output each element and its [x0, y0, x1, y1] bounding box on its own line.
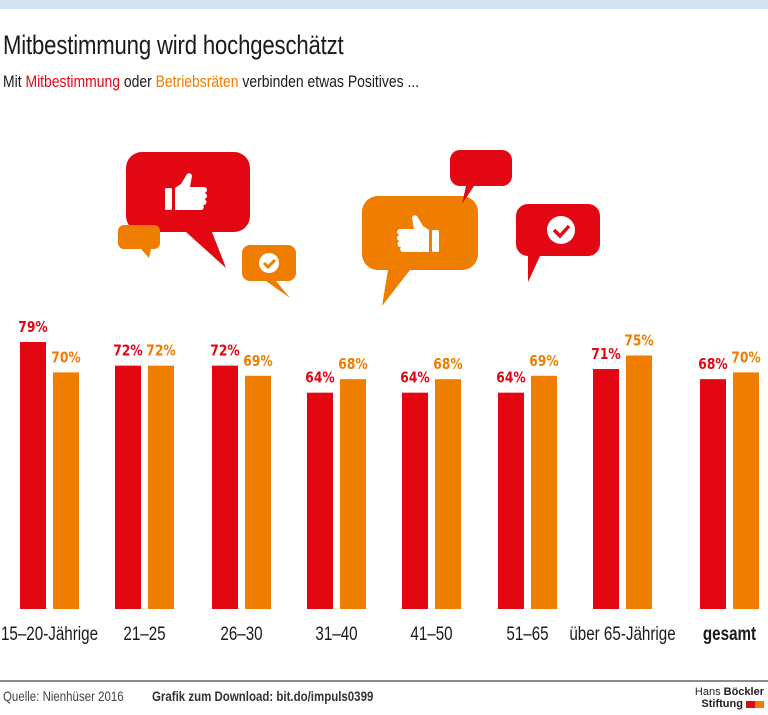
value-label: 64%	[496, 370, 526, 387]
chart-title: Mitbestimmung wird hochgeschätzt	[3, 30, 344, 60]
category-label: 31–40	[315, 622, 357, 644]
speech-bubble-thumbs-up-icon	[126, 152, 250, 268]
logo-boeckler: Böckler	[723, 686, 764, 698]
bar-betriebsraete	[531, 375, 557, 609]
value-label: 64%	[400, 370, 430, 387]
legend-mitbestimmung: Mitbestimmung	[25, 72, 120, 91]
footer-divider	[0, 680, 768, 682]
bar-mitbestimmung	[307, 392, 333, 609]
logo-mark-orange	[755, 700, 764, 708]
value-labels-layer: 79%70% 72% 72% 72%69%64%68%64%68%64%69% 71%7…	[18, 319, 761, 387]
bar-betriebsraete	[626, 355, 652, 609]
bar-betriebsraete	[733, 372, 759, 609]
bar-mitbestimmung	[498, 392, 524, 609]
value-label: 69%	[529, 353, 559, 370]
source-text: Quelle: Nienhüser 2016	[3, 688, 124, 704]
speech-bubble-check-icon	[242, 245, 296, 298]
category-label: 41–50	[410, 622, 452, 644]
speech-bubble-icon	[450, 150, 512, 204]
value-label: 68%	[698, 356, 728, 373]
category-label: 15–20-Jährige	[1, 622, 98, 644]
bar-betriebsraete	[53, 372, 79, 609]
value-label: 64%	[305, 370, 335, 387]
bar-betriebsraete	[148, 365, 174, 609]
value-label: 70%	[731, 349, 761, 366]
legend-betriebsraete: Betriebsräten	[155, 72, 239, 91]
bar-mitbestimmung	[402, 392, 428, 609]
category-label: gesamt	[703, 622, 756, 644]
top-bar	[0, 0, 768, 9]
illustration	[118, 150, 600, 306]
bar-mitbestimmung	[700, 379, 726, 609]
bar-mitbestimmung	[212, 365, 238, 609]
category-labels-layer: 15–20-Jährige 21–25 26–30 31–40 41–50 51–65 üb…	[1, 622, 756, 644]
value-label: 68%	[433, 356, 463, 373]
speech-bubble-thumbs-up-icon	[362, 196, 478, 306]
download-link[interactable]: Grafik zum Download: bit.do/impuls0399	[152, 688, 374, 704]
value-label: 72%	[146, 343, 176, 360]
value-label: 71%	[591, 346, 621, 363]
value-label: 68%	[338, 356, 368, 373]
value-label: 69%	[243, 353, 273, 370]
hans-boeckler-logo: Hans Böckler Stiftung	[695, 686, 764, 710]
bar-mitbestimmung	[593, 369, 619, 609]
category-label: 26–30	[220, 622, 262, 644]
logo-stiftung: Stiftung	[701, 698, 743, 710]
value-label: 70%	[51, 349, 81, 366]
category-label: über 65-Jährige	[569, 622, 675, 644]
subtitle-suffix: verbinden etwas Positives ...	[238, 72, 420, 91]
subtitle-mid: oder	[119, 72, 156, 91]
category-label: 51–65	[506, 622, 548, 644]
subtitle-prefix: Mit	[3, 72, 26, 91]
chart-subtitle: Mit Mitbestimmung oder Betriebsräten ver…	[3, 72, 419, 92]
category-label: 21–25	[123, 622, 165, 644]
logo-mark-red	[746, 700, 755, 708]
bar-mitbestimmung	[20, 341, 46, 609]
bars-layer	[20, 341, 759, 609]
value-label: 75%	[624, 332, 654, 349]
bar-betriebsraete	[340, 379, 366, 609]
bar-mitbestimmung	[115, 365, 141, 609]
bar-betriebsraete	[245, 375, 271, 609]
bar-betriebsraete	[435, 379, 461, 609]
value-label: 72%	[210, 343, 240, 360]
logo-hans: Hans	[694, 686, 724, 698]
value-label: 79%	[18, 319, 48, 336]
speech-bubble-icon	[118, 225, 160, 258]
speech-bubble-check-icon	[516, 204, 600, 282]
value-label: 72%	[113, 343, 143, 360]
